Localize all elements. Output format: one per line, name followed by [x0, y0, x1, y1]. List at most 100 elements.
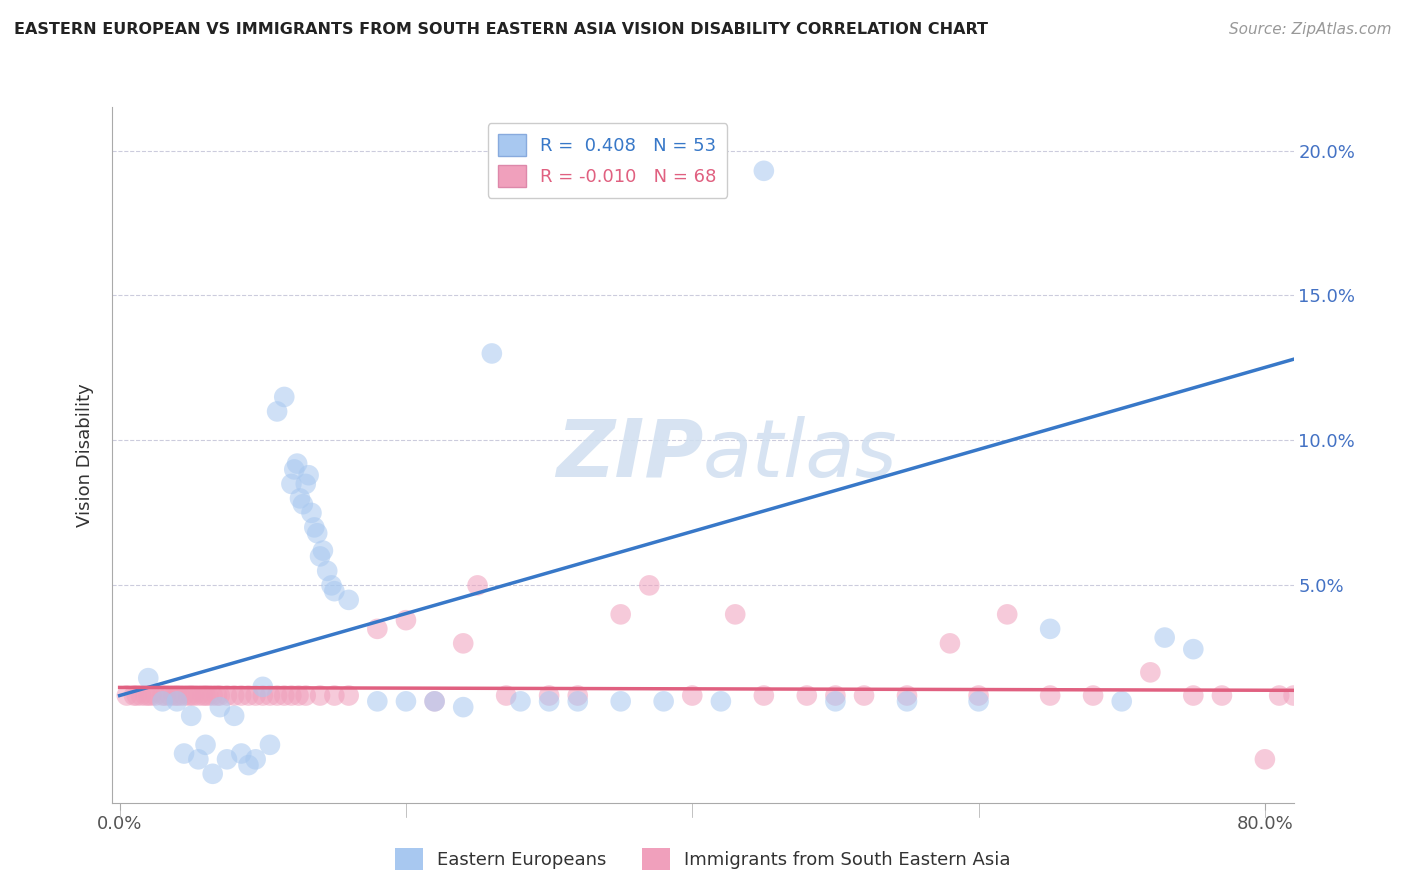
Point: [259, 689, 281, 703]
Point: [166, 689, 188, 703]
Point: [187, 689, 209, 703]
Point: [1254, 752, 1277, 766]
Point: [136, 671, 159, 685]
Point: [136, 689, 159, 703]
Point: [163, 689, 186, 703]
Legend: Eastern Europeans, Immigrants from South Eastern Asia: Eastern Europeans, Immigrants from South…: [388, 841, 1018, 877]
Point: [321, 578, 343, 592]
Point: [201, 689, 224, 703]
Point: [152, 689, 174, 703]
Point: [752, 689, 775, 703]
Point: [967, 694, 990, 708]
Point: [423, 694, 446, 708]
Point: [215, 752, 238, 766]
Point: [238, 689, 260, 703]
Point: [201, 766, 224, 781]
Point: [139, 689, 162, 703]
Point: [285, 457, 308, 471]
Point: [366, 694, 388, 708]
Point: [967, 689, 990, 703]
Point: [224, 689, 246, 703]
Point: [115, 689, 138, 703]
Point: [896, 694, 918, 708]
Point: [752, 164, 775, 178]
Point: [294, 476, 316, 491]
Point: [467, 578, 489, 592]
Point: [724, 607, 747, 622]
Point: [283, 462, 305, 476]
Point: [180, 689, 202, 703]
Point: [939, 636, 962, 650]
Point: [245, 689, 267, 703]
Point: [197, 689, 219, 703]
Point: [187, 752, 209, 766]
Point: [710, 694, 733, 708]
Point: [191, 689, 214, 703]
Point: [323, 584, 346, 599]
Text: atlas: atlas: [703, 416, 898, 494]
Point: [681, 689, 703, 703]
Point: [173, 747, 195, 761]
Point: [134, 689, 156, 703]
Point: [291, 497, 314, 511]
Point: [824, 694, 846, 708]
Point: [301, 506, 323, 520]
Point: [451, 700, 474, 714]
Point: [609, 607, 631, 622]
Point: [1211, 689, 1233, 703]
Point: [205, 689, 228, 703]
Point: [194, 738, 217, 752]
Point: [245, 752, 267, 766]
Point: [995, 607, 1018, 622]
Point: [853, 689, 876, 703]
Point: [129, 689, 152, 703]
Point: [297, 468, 319, 483]
Point: [652, 694, 675, 708]
Point: [304, 520, 326, 534]
Point: [1039, 689, 1062, 703]
Point: [231, 689, 253, 703]
Point: [1282, 689, 1305, 703]
Text: EASTERN EUROPEAN VS IMMIGRANTS FROM SOUTH EASTERN ASIA VISION DISABILITY CORRELA: EASTERN EUROPEAN VS IMMIGRANTS FROM SOUT…: [14, 22, 988, 37]
Point: [215, 689, 238, 703]
Point: [259, 738, 281, 752]
Point: [224, 708, 246, 723]
Point: [1039, 622, 1062, 636]
Point: [152, 694, 174, 708]
Point: [273, 689, 295, 703]
Point: [567, 694, 589, 708]
Point: [1111, 694, 1133, 708]
Point: [183, 689, 205, 703]
Point: [395, 694, 418, 708]
Point: [1182, 689, 1205, 703]
Point: [1182, 642, 1205, 657]
Point: [451, 636, 474, 650]
Point: [423, 694, 446, 708]
Point: [145, 689, 167, 703]
Point: [567, 689, 589, 703]
Point: [307, 526, 329, 541]
Point: [337, 592, 360, 607]
Point: [177, 689, 200, 703]
Point: [509, 694, 531, 708]
Point: [1153, 631, 1175, 645]
Point: [323, 689, 346, 703]
Point: [395, 613, 418, 627]
Y-axis label: Vision Disability: Vision Disability: [76, 383, 94, 527]
Point: [180, 708, 202, 723]
Point: [125, 689, 148, 703]
Point: [280, 689, 302, 703]
Point: [166, 694, 188, 708]
Point: [796, 689, 818, 703]
Point: [481, 346, 503, 360]
Point: [337, 689, 360, 703]
Text: Source: ZipAtlas.com: Source: ZipAtlas.com: [1229, 22, 1392, 37]
Point: [231, 747, 253, 761]
Point: [824, 689, 846, 703]
Text: ZIP: ZIP: [555, 416, 703, 494]
Point: [638, 578, 661, 592]
Point: [316, 564, 339, 578]
Point: [366, 622, 388, 636]
Point: [173, 689, 195, 703]
Point: [266, 404, 288, 418]
